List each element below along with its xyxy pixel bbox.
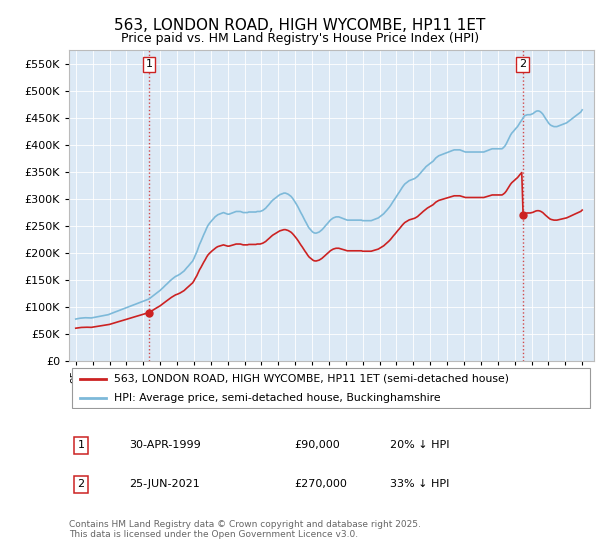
Text: 563, LONDON ROAD, HIGH WYCOMBE, HP11 1ET: 563, LONDON ROAD, HIGH WYCOMBE, HP11 1ET xyxy=(115,18,485,32)
Text: 2: 2 xyxy=(519,59,526,69)
Text: Price paid vs. HM Land Registry's House Price Index (HPI): Price paid vs. HM Land Registry's House … xyxy=(121,31,479,45)
Text: 563, LONDON ROAD, HIGH WYCOMBE, HP11 1ET (semi-detached house): 563, LONDON ROAD, HIGH WYCOMBE, HP11 1ET… xyxy=(113,374,509,384)
FancyBboxPatch shape xyxy=(71,367,590,408)
Text: Contains HM Land Registry data © Crown copyright and database right 2025.
This d: Contains HM Land Registry data © Crown c… xyxy=(69,520,421,539)
Text: 1: 1 xyxy=(145,59,152,69)
Text: 1: 1 xyxy=(77,440,85,450)
Text: 2: 2 xyxy=(77,479,85,489)
Text: 30-APR-1999: 30-APR-1999 xyxy=(129,440,201,450)
Text: £90,000: £90,000 xyxy=(294,440,340,450)
Text: HPI: Average price, semi-detached house, Buckinghamshire: HPI: Average price, semi-detached house,… xyxy=(113,393,440,403)
Text: 25-JUN-2021: 25-JUN-2021 xyxy=(129,479,200,489)
Text: 20% ↓ HPI: 20% ↓ HPI xyxy=(390,440,449,450)
Text: £270,000: £270,000 xyxy=(294,479,347,489)
Text: 33% ↓ HPI: 33% ↓ HPI xyxy=(390,479,449,489)
